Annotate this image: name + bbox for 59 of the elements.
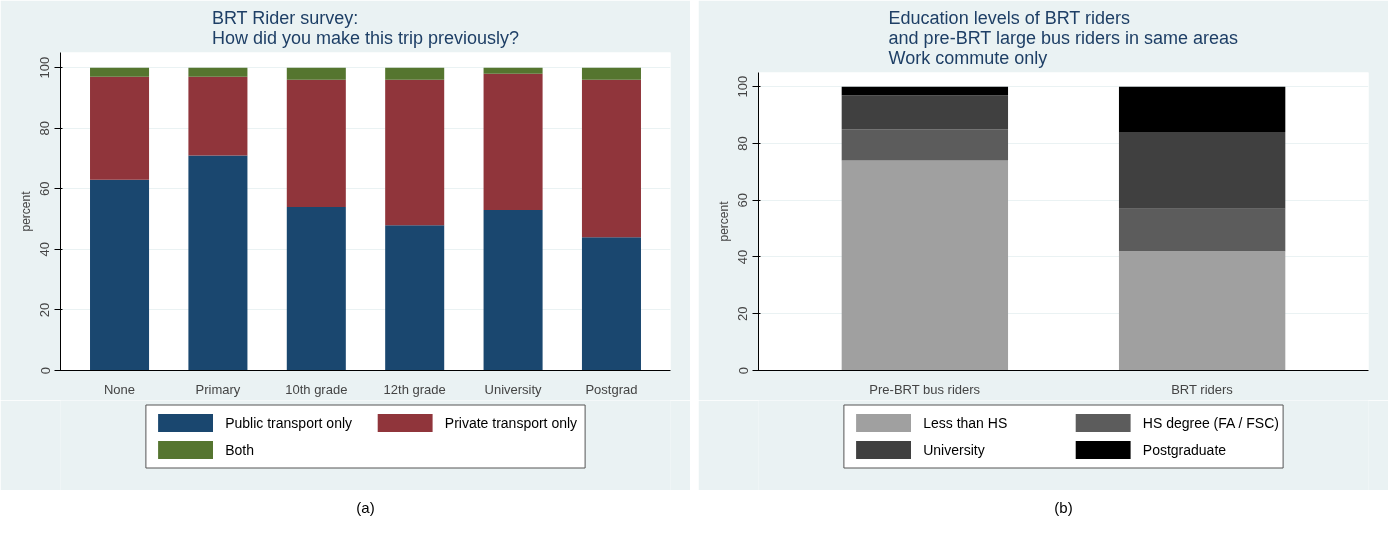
bar [581, 79, 641, 238]
x-tick-label: 12th grade [383, 381, 446, 397]
bar [188, 76, 248, 156]
bar [483, 209, 543, 371]
y-tick-label: 60 [735, 192, 751, 208]
y-tick-label: 100 [37, 56, 53, 79]
bar [483, 73, 543, 210]
bar [841, 86, 1009, 96]
bar [841, 160, 1009, 371]
bar [385, 225, 445, 371]
legend-label: Private transport only [444, 415, 578, 431]
legend-label: HS degree (FA / FSC) [1142, 415, 1279, 431]
legend-label: Public transport only [225, 415, 353, 431]
bar [1118, 132, 1286, 209]
legend-label: Both [225, 442, 255, 458]
bar [1118, 208, 1286, 252]
legend-label: Postgraduate [1142, 442, 1227, 458]
bar [188, 155, 248, 371]
text: (b) [1054, 499, 1073, 516]
y-tick-label: 40 [37, 242, 53, 257]
bar [1118, 86, 1286, 133]
x-tick-label: 10th grade [285, 381, 348, 397]
bar [581, 237, 641, 371]
y-tick-label: 0 [37, 366, 53, 375]
bar [286, 206, 346, 371]
chart-title: Education levels of BRT riders and pre-BRT large bus riders in same areas Work commute only [888, 7, 1239, 68]
bar [841, 95, 1009, 130]
y-tick-label: 20 [735, 306, 751, 321]
text: (a) [356, 499, 375, 516]
bar [90, 76, 150, 180]
bar [90, 179, 150, 371]
bar [286, 79, 346, 207]
legend-label: Less than HS [923, 415, 1008, 431]
y-axis-title: percent [716, 200, 731, 242]
y-tick-label: 60 [37, 181, 53, 197]
x-tick-label: Primary [195, 381, 241, 397]
bar [188, 67, 248, 77]
y-tick-label: 100 [735, 75, 751, 98]
bar [286, 67, 346, 80]
y-tick-label: 40 [735, 249, 751, 265]
x-tick-label: Postgrad [585, 381, 638, 397]
bar [385, 79, 445, 226]
bar [385, 67, 445, 80]
x-tick-label: BRT riders [1171, 381, 1234, 397]
legend-label: University [923, 442, 985, 458]
y-tick-label: 0 [735, 366, 751, 375]
y-tick-label: 80 [37, 120, 53, 136]
y-tick-label: 20 [37, 302, 53, 318]
bar [841, 129, 1009, 161]
bar [483, 67, 543, 74]
bar [1118, 251, 1286, 371]
x-tick-label: Pre-BRT bus riders [869, 381, 981, 397]
chart-title: BRT Rider survey: How did you make this trip previously? [211, 7, 520, 48]
x-tick-label: University [484, 381, 543, 397]
bar [581, 67, 641, 80]
bar [90, 67, 150, 77]
y-tick-label: 80 [735, 136, 751, 151]
y-axis-title: percent [18, 190, 33, 232]
x-tick-label: None [103, 381, 136, 397]
